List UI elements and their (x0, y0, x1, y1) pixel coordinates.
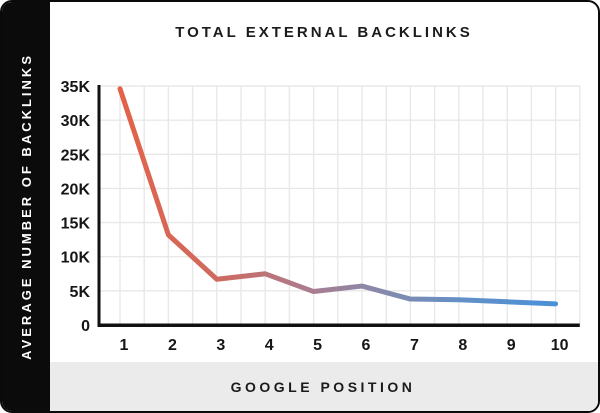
x-tick-label: 10 (551, 337, 569, 354)
y-tick-label: 5K (70, 284, 91, 301)
x-tick-label: 6 (362, 337, 371, 354)
x-tick-label: 8 (458, 337, 467, 354)
y-tick-label: 30K (61, 113, 91, 130)
x-tick-label: 2 (168, 337, 177, 354)
x-tick-label: 1 (120, 337, 129, 354)
x-axis-label: GOOGLE POSITION (230, 378, 416, 395)
y-tick-label: 0 (81, 318, 90, 335)
x-tick-label: 5 (313, 337, 322, 354)
y-axis-label: AVERAGE NUMBER OF BACKLINKS (18, 53, 34, 360)
y-tick-label: 15K (61, 216, 91, 233)
x-axis-label-band: GOOGLE POSITION (48, 362, 598, 411)
y-tick-label: 35K (61, 79, 91, 96)
chart-title: TOTAL EXTERNAL BACKLINKS (175, 24, 473, 41)
x-tick-label: 9 (507, 337, 516, 354)
x-tick-label: 7 (410, 337, 419, 354)
y-axis-label-band: AVERAGE NUMBER OF BACKLINKS (2, 2, 50, 411)
backlinks-data-line (117, 86, 559, 307)
y-tick-label: 25K (61, 147, 91, 164)
x-tick-label: 4 (265, 337, 274, 354)
y-tick-label: 20K (61, 181, 91, 198)
y-tick-label: 10K (61, 250, 91, 267)
x-tick-label: 3 (216, 337, 225, 354)
